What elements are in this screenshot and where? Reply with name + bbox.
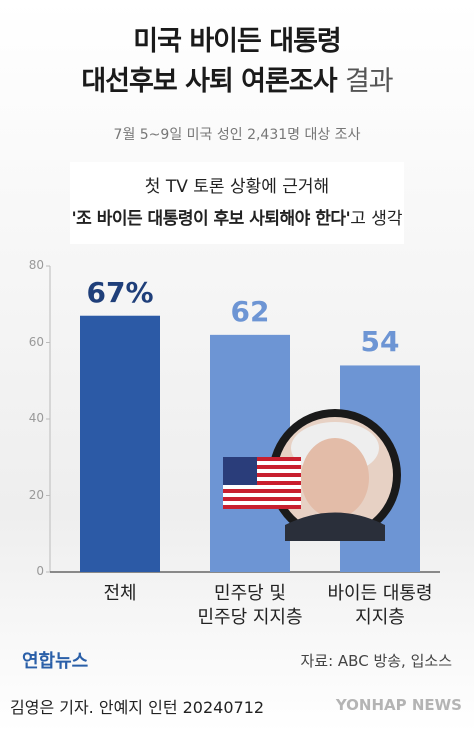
y-tick-label: 80 — [28, 258, 44, 272]
bar — [80, 315, 160, 572]
x-tick-label: 민주당 및 민주당 지지층 — [197, 583, 303, 628]
question-line: 첫 TV 토론 상황에 근거해 — [144, 177, 330, 197]
y-tick-label: 60 — [28, 334, 44, 349]
photo — [269, 409, 401, 541]
credit: 김영은 기자. 안예지 인턴 20240712 — [10, 698, 265, 717]
question-line: '조 바이든 대통령이 후보 사퇴해야 한다'고 생각 — [0, 204, 474, 229]
value-label: 62 — [230, 294, 270, 328]
x-tick-label: 전체 — [103, 583, 137, 604]
title-suffix: 결과 — [344, 66, 394, 97]
question-suffix: 고 생각 — [350, 209, 403, 229]
watermark: YONHAP NEWS — [335, 696, 462, 714]
value-label: 67% — [86, 275, 154, 309]
value-label: 54 — [360, 325, 400, 359]
source: 자료: ABC 방송, 입소스 — [300, 652, 453, 670]
subtitle: 7월 5~9일 미국 성인 2,431명 대상 조사 — [113, 127, 361, 143]
question-quote: '조 바이든 대통령이 후보 사퇴해야 한다' — [71, 209, 351, 229]
title: 미국 바이든 대통령 대선후보 사퇴 여론조사 결과 — [0, 22, 474, 102]
x-tick-label: 바이든 대통령 지지층 — [327, 583, 433, 628]
question-box — [70, 162, 404, 244]
y-tick-label: 20 — [28, 487, 44, 502]
title-main: 미국 바이든 대통령 대선후보 사퇴 여론조사 — [81, 26, 341, 97]
y-tick-label: 0 — [36, 564, 44, 578]
flag — [223, 457, 301, 509]
logo: 연합뉴스 — [22, 651, 89, 672]
y-tick-label: 40 — [28, 411, 44, 425]
